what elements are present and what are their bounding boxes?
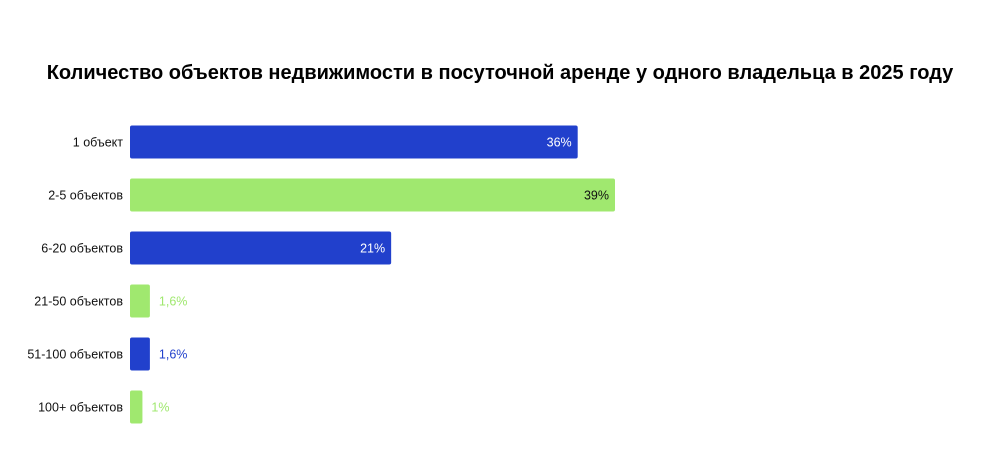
data-label: 1,6% xyxy=(159,348,188,362)
data-label: 21% xyxy=(360,242,385,256)
category-label: 21-50 объектов xyxy=(34,295,123,309)
bar xyxy=(130,337,150,371)
bar xyxy=(130,125,578,159)
category-label: 1 объект xyxy=(73,136,123,150)
data-label: 1% xyxy=(151,401,169,415)
bar xyxy=(130,284,150,318)
data-label: 1,6% xyxy=(159,295,188,309)
bar xyxy=(130,178,615,212)
category-label: 6-20 объектов xyxy=(41,242,123,256)
data-label: 36% xyxy=(547,136,572,150)
bar xyxy=(130,390,143,424)
data-label: 39% xyxy=(584,189,609,203)
category-label: 2-5 объектов xyxy=(48,189,123,203)
bar xyxy=(130,231,392,265)
category-label: 51-100 объектов xyxy=(27,348,123,362)
category-label: 100+ объектов xyxy=(38,401,123,415)
chart-title: Количество объектов недвижимости в посут… xyxy=(46,62,954,84)
